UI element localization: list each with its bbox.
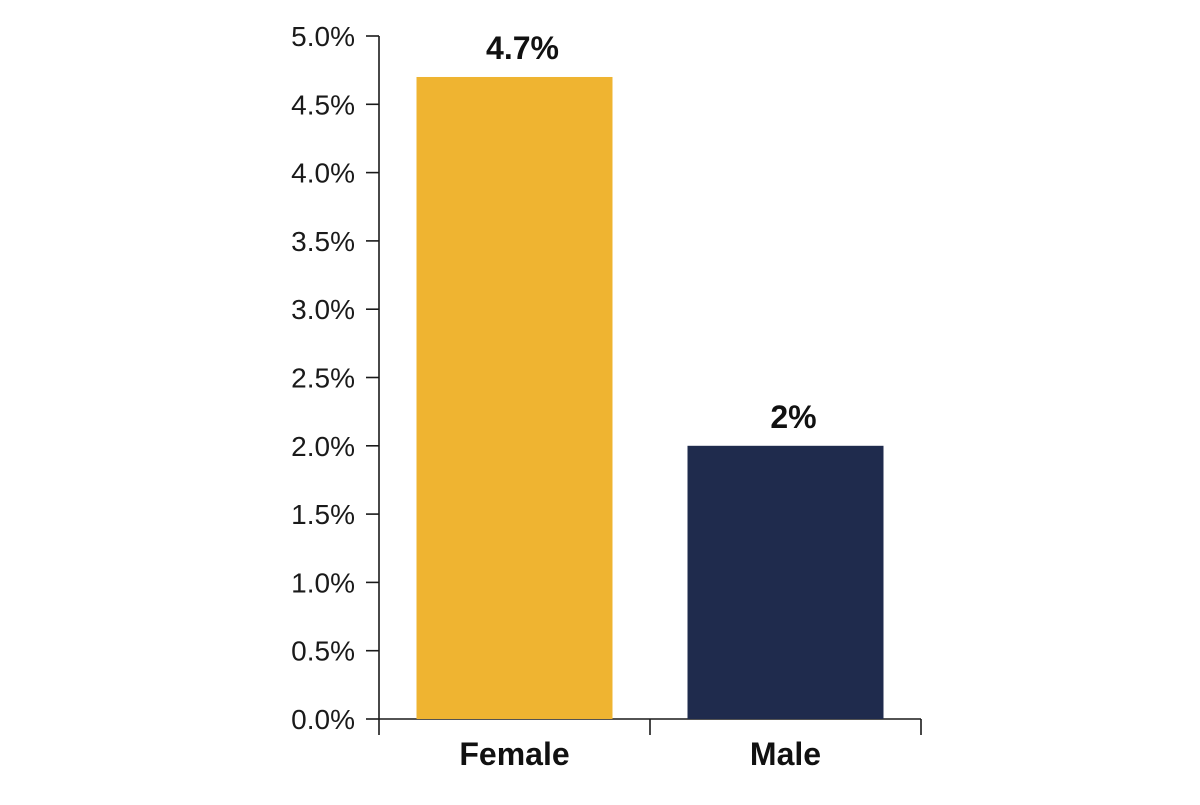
- bars: [416, 76, 884, 720]
- category-label-male: Male: [750, 736, 821, 772]
- y-tick-label: 2.0%: [291, 431, 355, 462]
- x-axis: Female Male: [378, 718, 922, 772]
- y-tick-label: 0.0%: [291, 704, 355, 735]
- y-tick-label: 3.0%: [291, 294, 355, 325]
- data-label-male: 2%: [770, 399, 816, 435]
- y-tick-label: 5.0%: [291, 21, 355, 52]
- data-labels: 4.7% 2%: [486, 30, 817, 435]
- y-tick-label: 2.5%: [291, 363, 355, 394]
- y-tick-label: 1.5%: [291, 499, 355, 530]
- y-tick-label: 1.0%: [291, 567, 355, 598]
- bar-male: [687, 445, 884, 719]
- y-tick-label: 3.5%: [291, 226, 355, 257]
- y-axis: 0.0% 0.5% 1.0% 1.5% 2.0% 2.5% 3.0% 3.5% 4.0% 4.5%…: [291, 21, 380, 735]
- bar-female: [416, 76, 613, 720]
- y-tick-label: 4.5%: [291, 89, 355, 120]
- category-label-female: Female: [459, 736, 569, 772]
- y-tick-label: 0.5%: [291, 636, 355, 667]
- data-label-female: 4.7%: [486, 30, 559, 66]
- y-tick-label: 4.0%: [291, 158, 355, 189]
